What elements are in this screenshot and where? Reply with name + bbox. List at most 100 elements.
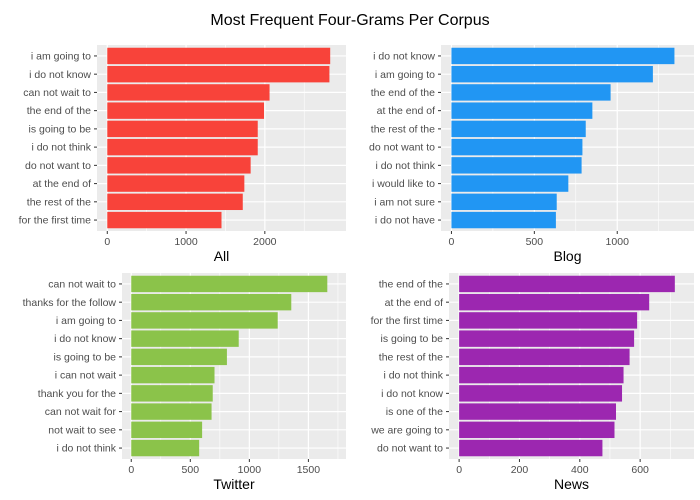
- y-tick-label: i do not know: [54, 333, 116, 345]
- y-tick-label: do not want to: [25, 160, 91, 172]
- bar: [107, 120, 258, 138]
- x-tick-label: 0: [456, 464, 462, 476]
- bar: [107, 175, 245, 192]
- bar: [107, 102, 265, 119]
- x-tick-label: 400: [571, 464, 589, 476]
- y-tick-label: i am going to: [56, 315, 116, 327]
- bar: [107, 84, 270, 101]
- bar: [107, 211, 222, 229]
- y-tick-label: the end of the: [379, 279, 443, 291]
- facet-panel-news: 0 200 400 600 the end of the at the end of for…: [370, 273, 694, 492]
- bar: [451, 120, 586, 138]
- bar: [131, 348, 227, 366]
- bar: [451, 211, 556, 229]
- bar: [459, 348, 630, 366]
- bar: [107, 157, 251, 174]
- bar: [451, 47, 675, 65]
- facet-axis-label: Blog: [553, 248, 581, 264]
- x-tick-label: 0: [449, 236, 455, 248]
- bar: [131, 275, 328, 293]
- bar: [459, 275, 675, 293]
- y-tick-label: we are going to: [370, 424, 443, 436]
- y-tick-label: can not wait to: [48, 279, 116, 291]
- chart-title: Most Frequent Four-Grams Per Corpus: [210, 12, 490, 29]
- bar: [451, 65, 653, 83]
- y-tick-label: the end of the: [371, 87, 435, 99]
- y-tick-label: the rest of the: [27, 196, 91, 208]
- y-tick-label: the end of the: [27, 105, 91, 117]
- bar: [107, 138, 258, 156]
- bar: [451, 193, 557, 211]
- x-tick-label: 0: [128, 464, 134, 476]
- y-tick-label: i am not sure: [374, 196, 435, 208]
- bar: [451, 157, 582, 174]
- y-tick-label: is one of the: [386, 406, 443, 418]
- facet-panel-twitter: 0 500 1000 1500 can not wait to thanks for th…: [23, 273, 346, 492]
- y-tick-label: i do not think: [375, 160, 435, 172]
- bar: [451, 138, 583, 156]
- x-tick-label: 500: [526, 236, 544, 248]
- facet-axis-label: Twitter: [213, 476, 255, 492]
- bar: [459, 366, 624, 384]
- bar: [107, 65, 330, 83]
- bar: [451, 102, 593, 119]
- facet-panel-blog: 0 500 1000 i do not know i am going to the en…: [369, 45, 694, 264]
- y-tick-label: i am going to: [375, 69, 435, 81]
- y-tick-label: i do not know: [29, 69, 91, 81]
- x-tick-label: 2000: [253, 236, 277, 248]
- facet-panel-all: 0 1000 2000 i am going to i do not know can n…: [19, 45, 346, 264]
- bar: [107, 193, 243, 211]
- y-tick-label: i do not know: [381, 388, 443, 400]
- bar: [459, 403, 617, 420]
- y-tick-label: i do not have: [375, 215, 435, 227]
- y-tick-label: i do not think: [383, 370, 443, 382]
- x-tick-label: 600: [631, 464, 649, 476]
- x-tick-label: 1000: [238, 464, 262, 476]
- bar: [131, 439, 200, 457]
- bar: [131, 403, 212, 420]
- bar: [107, 47, 331, 65]
- y-tick-label: at the end of: [33, 178, 91, 190]
- y-tick-label: i would like to: [372, 178, 435, 190]
- x-tick-label: 1000: [606, 236, 630, 248]
- bar: [131, 293, 292, 311]
- y-tick-label: is going to be: [29, 123, 92, 135]
- bar: [459, 330, 635, 347]
- y-tick-label: can not wait for: [45, 406, 117, 418]
- y-tick-label: is going to be: [54, 351, 117, 363]
- bar: [131, 330, 239, 347]
- y-tick-label: at the end of: [377, 105, 435, 117]
- y-tick-label: thank you for the: [38, 388, 116, 400]
- y-tick-label: i do not think: [56, 443, 116, 455]
- bar: [459, 385, 623, 402]
- y-tick-label: thanks for the follow: [23, 297, 117, 309]
- bar: [459, 312, 638, 329]
- y-tick-label: can not wait to: [23, 87, 91, 99]
- bar: [451, 84, 611, 101]
- y-tick-label: for the first time: [371, 315, 444, 327]
- y-tick-label: not wait to see: [48, 424, 116, 436]
- y-tick-label: the rest of the: [371, 123, 435, 135]
- y-tick-label: do not want to: [369, 142, 435, 154]
- x-tick-label: 1000: [174, 236, 198, 248]
- bar: [131, 366, 215, 384]
- bar: [459, 293, 650, 311]
- y-tick-label: i do not know: [373, 51, 435, 63]
- y-tick-label: do not want to: [377, 443, 443, 455]
- y-tick-label: i do not think: [31, 142, 91, 154]
- x-tick-label: 200: [511, 464, 529, 476]
- y-tick-label: is going to be: [381, 333, 444, 345]
- bar: [459, 421, 615, 439]
- y-tick-label: for the first time: [19, 215, 92, 227]
- bar: [131, 385, 213, 402]
- bar: [451, 175, 569, 192]
- bar: [131, 312, 278, 329]
- bar: [459, 439, 603, 457]
- y-tick-label: at the end of: [385, 297, 443, 309]
- x-tick-label: 500: [182, 464, 200, 476]
- y-tick-label: i can not wait: [55, 370, 116, 382]
- facet-axis-label: All: [214, 248, 230, 264]
- facet-axis-label: News: [554, 476, 589, 492]
